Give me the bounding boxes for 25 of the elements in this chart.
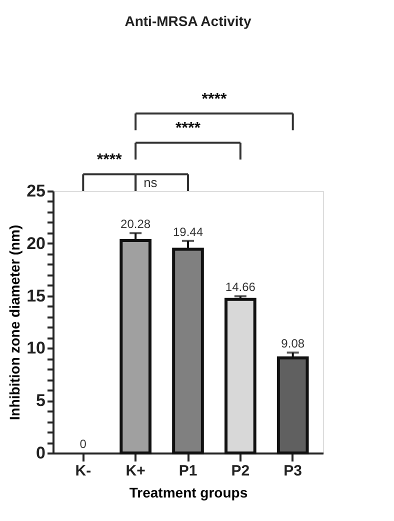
bar [224,298,256,454]
y-tick-label: 5 [36,391,46,410]
x-tick-label: P2 [231,462,250,480]
data-label: 19.44 [172,224,204,239]
x-tick-label: P1 [178,462,198,480]
data-label: 9.08 [281,336,305,351]
y-tick-label: 0 [36,444,46,462]
y-tick-label: 10 [26,338,46,358]
y-axis-title: Inhibition zone diameter (nm) [6,224,23,420]
bar [276,356,309,454]
data-label: 20.28 [120,217,151,232]
data-label: 0 [80,437,87,451]
x-tick-label: K- [75,462,92,480]
y-tick-label: 20 [26,234,46,253]
text: **** [96,152,123,169]
text: **** [202,90,228,108]
x-tick-label: P3 [284,462,302,480]
text: **** [176,120,202,138]
data-label: 14.66 [225,280,256,294]
chart-title: Anti-MRSA Activity [124,12,252,29]
y-tick-label: 25 [26,182,46,200]
x-tick-label: K+ [126,462,146,480]
y-tick-label: 15 [26,286,46,306]
x-axis-title: Treatment groups [129,484,248,500]
text: ns [144,175,158,190]
